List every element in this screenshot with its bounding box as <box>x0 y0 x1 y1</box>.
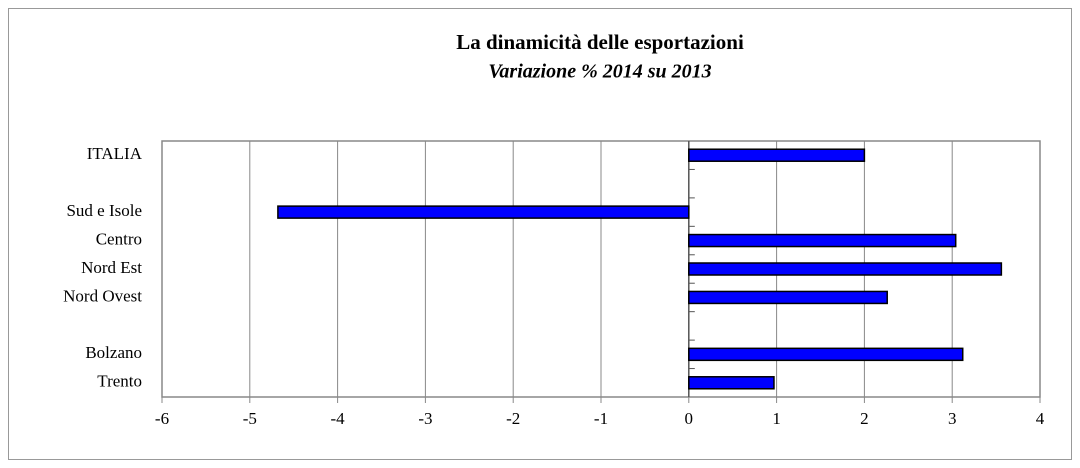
y-tick-label: Centro <box>96 229 142 248</box>
bar <box>688 233 957 248</box>
x-tick-label: 3 <box>948 409 957 428</box>
x-tick-label: -2 <box>506 409 520 428</box>
y-tick-label: Trento <box>97 372 142 391</box>
x-tick-label: -4 <box>331 409 346 428</box>
x-tick-label: 0 <box>685 409 694 428</box>
x-tick-label: -3 <box>418 409 432 428</box>
x-tick-label: -6 <box>155 409 169 428</box>
bar <box>688 290 888 305</box>
y-tick-label: Bolzano <box>85 343 142 362</box>
x-tick-label: 1 <box>772 409 781 428</box>
bar <box>688 262 1003 276</box>
y-tick-label: Nord Ovest <box>63 286 142 305</box>
y-tick-label: ITALIA <box>87 144 143 163</box>
chart-title: La dinamicità delle esportazioni <box>456 30 744 54</box>
x-tick-label: -1 <box>594 409 608 428</box>
bar <box>688 376 775 390</box>
bar <box>277 205 690 219</box>
bar <box>688 347 964 362</box>
bar <box>688 148 866 162</box>
x-tick-label: 2 <box>860 409 869 428</box>
x-tick-label: -5 <box>243 409 257 428</box>
chart-subtitle: Variazione % 2014 su 2013 <box>488 61 711 83</box>
x-tick-label: 4 <box>1036 409 1045 428</box>
y-tick-label: Sud e Isole <box>66 201 142 220</box>
y-tick-label: Nord Est <box>81 258 142 277</box>
